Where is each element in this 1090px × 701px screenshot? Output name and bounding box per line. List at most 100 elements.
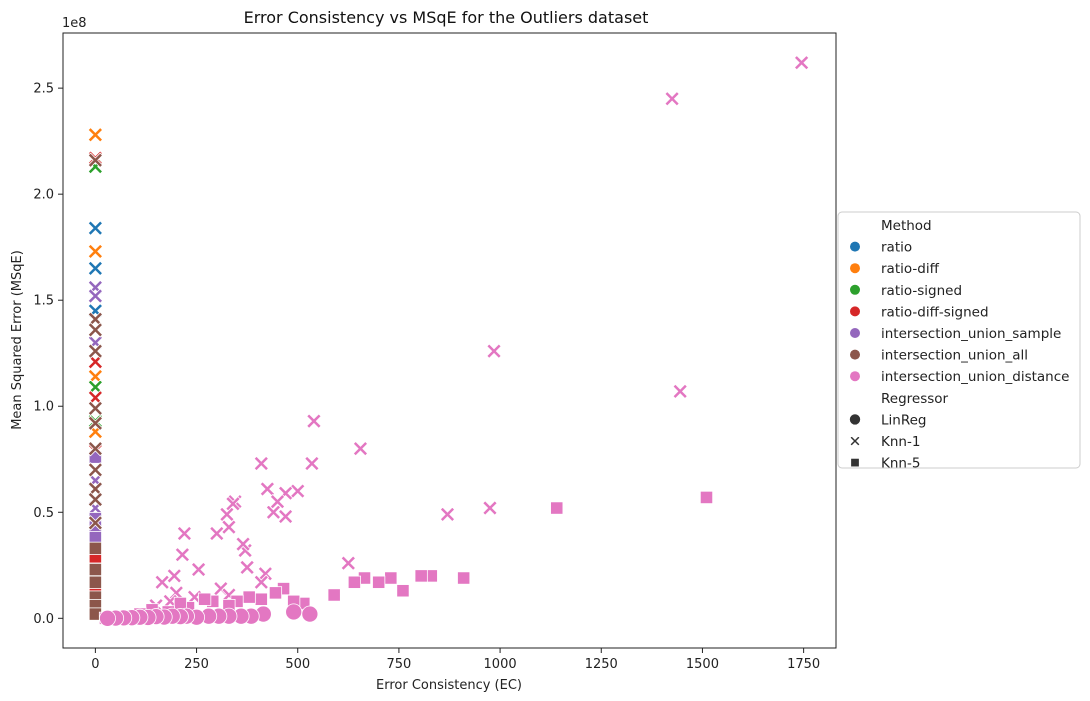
legend-marker-LinReg — [849, 413, 861, 426]
legend-marker-intersection_union_distance — [850, 371, 860, 382]
legend-marker-intersection_union_all — [850, 349, 860, 360]
y-axis: 0.0 0.5 1.0 1.5 2.0 2.5 — [33, 82, 63, 627]
legend-item-ratio-diff-signed: ratio-diff-signed — [881, 304, 989, 320]
data-point — [87, 440, 104, 457]
y-tick-label: 2.5 — [33, 82, 54, 97]
data-point — [268, 586, 283, 600]
data-point — [486, 343, 502, 359]
data-point — [87, 415, 104, 431]
data-point — [306, 413, 322, 429]
y-axis-label: Mean Squared Error (MSqE) — [10, 250, 25, 430]
x-tick-label: 1750 — [787, 657, 820, 672]
data-point — [88, 575, 102, 589]
y-tick-label: 0.0 — [33, 612, 54, 627]
x-tick-label: 500 — [285, 657, 310, 672]
data-point — [87, 288, 104, 304]
x-tick-label: 1000 — [484, 657, 517, 672]
data-point — [166, 568, 183, 584]
data-point — [254, 592, 268, 606]
plot-area-frame — [62, 32, 837, 649]
data-point — [87, 491, 104, 508]
data-point — [209, 525, 225, 542]
data-point — [290, 483, 306, 499]
data-point — [414, 569, 428, 583]
legend-item-intersection_union_distance: intersection_union_distance — [881, 369, 1069, 385]
data-point — [793, 54, 810, 71]
data-point — [235, 536, 251, 552]
data-point — [87, 343, 104, 359]
data-point — [176, 525, 193, 542]
legend-box — [837, 211, 1081, 469]
data-point — [265, 504, 282, 520]
data-point — [277, 508, 294, 525]
data-point — [99, 609, 116, 627]
data-point — [384, 571, 398, 585]
data-point — [242, 590, 256, 604]
data-point — [253, 574, 270, 590]
data-point — [87, 127, 104, 143]
data-point — [699, 490, 714, 505]
x-tick-label: 1250 — [585, 657, 618, 672]
data-point — [269, 493, 286, 510]
x-axis-label: Error Consistency (EC) — [376, 678, 522, 693]
data-point — [285, 603, 303, 621]
data-point — [221, 519, 237, 535]
data-point — [327, 588, 341, 602]
legend-item-ratio-diff: ratio-diff — [881, 261, 940, 277]
data-point — [174, 546, 191, 563]
x-tick-label: 250 — [184, 657, 209, 672]
x-axis: 0 250 500 750 1000 1250 1500 1750 — [91, 648, 820, 672]
data-point — [301, 605, 319, 623]
data-point — [198, 592, 212, 606]
legend-marker-ratio-diff — [850, 263, 860, 274]
y-tick-label: 1.0 — [33, 400, 54, 415]
legend-marker-ratio-diff-signed — [850, 306, 860, 317]
legend-marker-ratio — [850, 241, 860, 252]
data-point — [88, 562, 102, 577]
data-point — [87, 243, 104, 260]
data-point — [253, 455, 270, 472]
data-point — [664, 91, 680, 107]
data-point — [190, 561, 207, 578]
legend-item-ratio: ratio — [881, 240, 912, 256]
x-tick-label: 1500 — [686, 657, 719, 672]
data-point — [482, 500, 498, 516]
data-point — [87, 152, 104, 168]
y-offset-label: 1e8 — [62, 16, 87, 31]
data-point — [304, 455, 320, 472]
legend-marker-intersection_union_sample — [850, 328, 860, 338]
data-point — [550, 501, 564, 515]
y-tick-label: 1.5 — [33, 294, 54, 309]
data-point — [88, 541, 102, 555]
data-point — [352, 440, 369, 457]
legend-title-method: Method — [881, 218, 932, 234]
data-point — [439, 506, 456, 523]
data-point — [87, 462, 104, 478]
data-point — [87, 322, 104, 338]
chart-title: Error Consistency vs MSqE for the Outlie… — [244, 8, 649, 27]
data-point — [672, 383, 688, 400]
data-point — [173, 596, 187, 611]
legend-item-intersection_union_sample: intersection_union_sample — [881, 326, 1061, 342]
data-point — [257, 566, 274, 582]
y-tick-label: 2.0 — [33, 188, 54, 203]
y-tick-label: 0.5 — [33, 506, 54, 521]
data-marks — [87, 54, 810, 627]
legend-marker-Knn-1 — [849, 435, 861, 447]
data-point — [457, 571, 471, 585]
legend-item-Knn-5: Knn-5 — [881, 456, 920, 472]
legend-title-regressor: Regressor — [881, 391, 949, 407]
data-point — [396, 584, 410, 598]
data-point — [225, 496, 241, 512]
legend: Method ratio ratio-diff ratio-signed ratio-d… — [837, 211, 1081, 472]
data-point — [87, 260, 104, 277]
data-point — [347, 575, 361, 589]
legend-item-ratio-signed: ratio-signed — [881, 283, 962, 299]
data-point — [154, 574, 170, 590]
legend-marker-Knn-5 — [850, 457, 860, 468]
data-point — [87, 515, 104, 531]
legend-item-LinReg: LinReg — [881, 412, 926, 428]
x-tick-label: 0 — [91, 657, 99, 672]
data-point — [239, 559, 255, 576]
